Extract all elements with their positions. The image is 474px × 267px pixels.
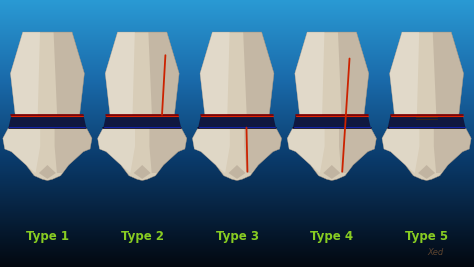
Polygon shape bbox=[105, 32, 135, 115]
Polygon shape bbox=[200, 32, 274, 115]
Polygon shape bbox=[434, 128, 471, 173]
Polygon shape bbox=[3, 128, 40, 173]
Polygon shape bbox=[293, 115, 371, 128]
Polygon shape bbox=[323, 165, 340, 179]
Polygon shape bbox=[10, 32, 84, 115]
Polygon shape bbox=[149, 128, 187, 173]
Text: Type 1: Type 1 bbox=[26, 230, 69, 243]
Polygon shape bbox=[390, 32, 464, 115]
Polygon shape bbox=[382, 128, 471, 180]
Polygon shape bbox=[134, 165, 151, 179]
Polygon shape bbox=[98, 128, 187, 180]
Polygon shape bbox=[287, 128, 325, 173]
Text: Type 4: Type 4 bbox=[310, 230, 353, 243]
Polygon shape bbox=[390, 32, 419, 115]
Polygon shape bbox=[148, 32, 179, 115]
Text: Type 2: Type 2 bbox=[121, 230, 164, 243]
Polygon shape bbox=[200, 32, 229, 115]
Text: Type 5: Type 5 bbox=[405, 230, 448, 243]
Polygon shape bbox=[192, 128, 282, 180]
Polygon shape bbox=[287, 128, 376, 180]
Polygon shape bbox=[9, 115, 86, 128]
Polygon shape bbox=[105, 32, 179, 115]
Polygon shape bbox=[228, 165, 246, 179]
Polygon shape bbox=[192, 128, 230, 173]
Polygon shape bbox=[54, 32, 84, 115]
Polygon shape bbox=[39, 165, 56, 179]
Text: Type 3: Type 3 bbox=[216, 230, 258, 243]
Polygon shape bbox=[98, 128, 135, 173]
Polygon shape bbox=[3, 128, 92, 180]
Polygon shape bbox=[295, 32, 324, 115]
Polygon shape bbox=[198, 115, 276, 128]
Polygon shape bbox=[103, 115, 181, 128]
Polygon shape bbox=[10, 32, 40, 115]
Polygon shape bbox=[388, 115, 465, 128]
Text: Xed: Xed bbox=[427, 248, 443, 257]
Polygon shape bbox=[244, 128, 282, 173]
Polygon shape bbox=[338, 32, 369, 115]
Polygon shape bbox=[55, 128, 92, 173]
Polygon shape bbox=[433, 32, 464, 115]
Polygon shape bbox=[295, 32, 369, 115]
Polygon shape bbox=[418, 165, 435, 179]
Polygon shape bbox=[243, 32, 274, 115]
Polygon shape bbox=[339, 128, 376, 173]
Polygon shape bbox=[382, 128, 419, 173]
